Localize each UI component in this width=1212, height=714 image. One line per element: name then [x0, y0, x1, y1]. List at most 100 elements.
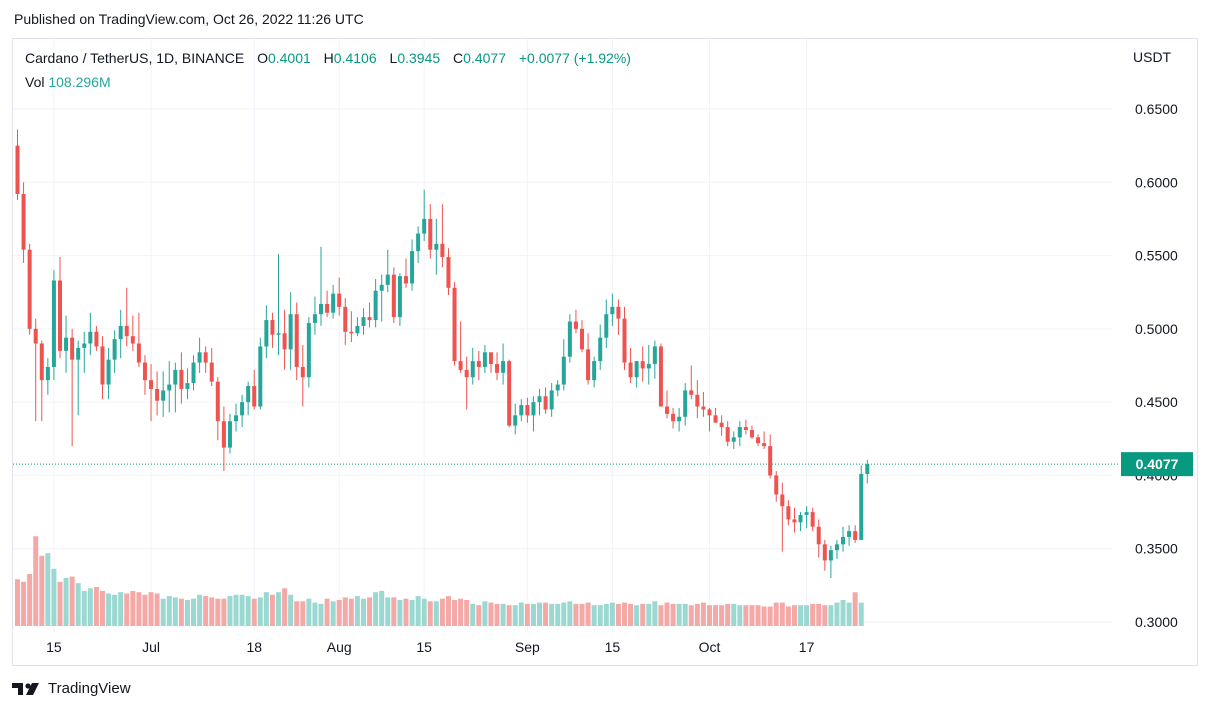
candle-down[interactable] [495, 364, 500, 373]
candle-down[interactable] [33, 328, 38, 344]
candle-down[interactable] [343, 306, 348, 332]
candle-down[interactable] [70, 337, 75, 360]
candle-up[interactable] [240, 402, 245, 416]
candle-up[interactable] [416, 233, 421, 252]
candle-down[interactable] [743, 427, 748, 430]
candle-down[interactable] [391, 274, 396, 318]
candle-down[interactable] [155, 388, 160, 401]
candle-up[interactable] [737, 427, 742, 438]
candle-down[interactable] [586, 349, 591, 381]
candle-up[interactable] [422, 218, 427, 234]
candle-up[interactable] [592, 361, 597, 381]
candle-up[interactable] [513, 415, 518, 426]
candle-down[interactable] [464, 369, 469, 378]
candle-down[interactable] [57, 280, 62, 351]
candle-up[interactable] [828, 550, 833, 561]
candle-down[interactable] [130, 336, 135, 344]
candle-up[interactable] [634, 361, 639, 378]
candle-down[interactable] [294, 314, 299, 367]
candle-up[interactable] [234, 415, 239, 422]
candle-up[interactable] [798, 515, 803, 523]
candle-down[interactable] [428, 218, 433, 250]
candle-up[interactable] [561, 356, 566, 385]
candle-down[interactable] [21, 194, 26, 250]
candle-down[interactable] [525, 405, 530, 416]
candle-down[interactable] [203, 352, 208, 363]
candle-down[interactable] [142, 362, 147, 381]
candle-up[interactable] [51, 280, 56, 367]
candle-up[interactable] [276, 333, 281, 335]
candle-up[interactable] [258, 346, 263, 407]
candle-down[interactable] [701, 406, 706, 410]
candle-up[interactable] [397, 276, 402, 318]
candle-down[interactable] [149, 380, 154, 389]
candle-up[interactable] [355, 325, 360, 334]
candle-down[interactable] [94, 331, 99, 347]
candle-down[interactable] [640, 361, 645, 369]
candle-down[interactable] [136, 343, 141, 363]
candle-up[interactable] [652, 346, 657, 365]
candle-down[interactable] [774, 475, 779, 495]
candle-up[interactable] [227, 421, 232, 448]
candle-down[interactable] [476, 361, 481, 367]
candle-down[interactable] [300, 366, 305, 378]
candle-up[interactable] [610, 306, 615, 315]
candle-down[interactable] [768, 446, 773, 476]
candle-down[interactable] [452, 287, 457, 362]
candle-up[interactable] [804, 512, 809, 516]
candle-up[interactable] [555, 384, 560, 391]
candle-down[interactable] [695, 394, 700, 407]
candle-up[interactable] [598, 337, 603, 362]
candle-down[interactable] [658, 346, 663, 407]
candle-up[interactable] [537, 396, 542, 403]
candle-up[interactable] [677, 416, 682, 422]
candle-down[interactable] [349, 331, 354, 334]
candle-down[interactable] [713, 415, 718, 423]
candle-down[interactable] [616, 306, 621, 319]
candle-down[interactable] [367, 317, 372, 321]
candle-down[interactable] [179, 369, 184, 389]
candle-down[interactable] [15, 145, 20, 195]
candle-up[interactable] [841, 536, 846, 545]
candle-down[interactable] [628, 362, 633, 378]
candle-up[interactable] [312, 314, 317, 323]
candle-down[interactable] [671, 413, 676, 422]
candle-up[interactable] [161, 390, 166, 401]
candle-down[interactable] [664, 406, 669, 414]
candle-down[interactable] [707, 409, 712, 416]
candle-up[interactable] [379, 284, 384, 291]
candle-up[interactable] [531, 402, 536, 416]
candle-down[interactable] [446, 257, 451, 288]
candle-down[interactable] [689, 390, 694, 395]
candle-up[interactable] [191, 362, 196, 384]
candle-down[interactable] [543, 396, 548, 410]
candle-up[interactable] [64, 337, 69, 351]
candle-up[interactable] [264, 320, 269, 347]
candle-up[interactable] [410, 251, 415, 284]
candle-down[interactable] [580, 328, 585, 350]
candle-down[interactable] [215, 381, 220, 422]
candle-up[interactable] [519, 405, 524, 416]
candle-up[interactable] [112, 339, 117, 360]
candle-up[interactable] [331, 293, 336, 313]
candle-up[interactable] [470, 361, 475, 378]
candle-down[interactable] [100, 346, 105, 385]
candle-down[interactable] [252, 386, 257, 407]
candle-up[interactable] [549, 390, 554, 410]
candle-up[interactable] [482, 352, 487, 367]
candle-up[interactable] [567, 321, 572, 357]
candle-down[interactable] [221, 421, 226, 448]
candle-up[interactable] [288, 314, 293, 350]
candle-down[interactable] [39, 343, 44, 381]
candle-down[interactable] [780, 494, 785, 507]
candle-up[interactable] [319, 303, 323, 315]
candle-up[interactable] [197, 352, 202, 363]
candle-up[interactable] [173, 369, 178, 385]
candle-up[interactable] [82, 343, 87, 348]
candle-up[interactable] [646, 364, 651, 369]
candle-up[interactable] [834, 544, 839, 551]
candle-down[interactable] [853, 531, 858, 540]
candle-down[interactable] [488, 352, 493, 365]
candle-down[interactable] [124, 325, 129, 337]
